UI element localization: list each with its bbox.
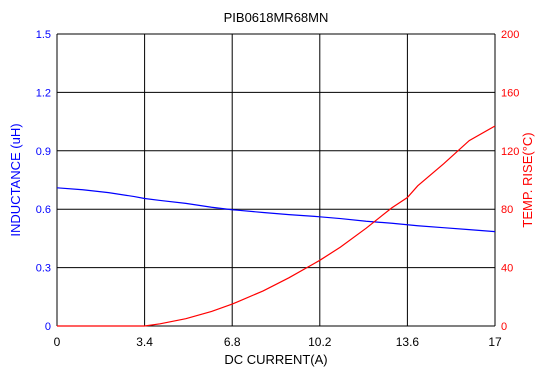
x-tick-label: 6.8 <box>224 335 241 349</box>
y-left-axis-label: INDUCTANCE (uH) <box>8 123 23 236</box>
x-tick-label: 13.6 <box>396 335 420 349</box>
x-tick-label: 10.2 <box>308 335 332 349</box>
y-left-tick-label: 0 <box>45 321 51 333</box>
grid <box>56 33 496 327</box>
x-axis-label: DC CURRENT(A) <box>224 352 327 367</box>
y-right-tick-label: 120 <box>501 146 519 158</box>
inductance-series-line <box>56 187 496 233</box>
y-right-tick-label: 0 <box>501 321 507 333</box>
y-left-tick-label: 1.2 <box>36 87 51 99</box>
temp-rise-series-line <box>57 125 496 327</box>
y-right-tick-label: 160 <box>501 87 519 99</box>
y-right-tick-label: 40 <box>501 263 513 275</box>
x-tick-label: 17 <box>488 335 502 349</box>
chart-title: PIB0618MR68MN <box>224 10 329 25</box>
y-right-axis-label: TEMP. RISE(°C) <box>520 132 535 227</box>
y-right-tick-label: 200 <box>501 29 519 41</box>
ticks: 0 3.4 6.8 10.2 13.6 17 0 0.3 0.6 0.9 1.2 1.5 0 40 80 12… <box>36 29 520 349</box>
y-left-tick-label: 1.5 <box>36 29 51 41</box>
y-left-tick-label: 0.3 <box>36 263 51 275</box>
series-layer <box>56 125 496 327</box>
x-tick-label: 3.4 <box>136 335 153 349</box>
y-left-tick-label: 0.9 <box>36 146 51 158</box>
x-tick-label: 0 <box>54 335 61 349</box>
y-right-tick-label: 80 <box>501 204 513 216</box>
y-left-tick-label: 0.6 <box>36 204 51 216</box>
